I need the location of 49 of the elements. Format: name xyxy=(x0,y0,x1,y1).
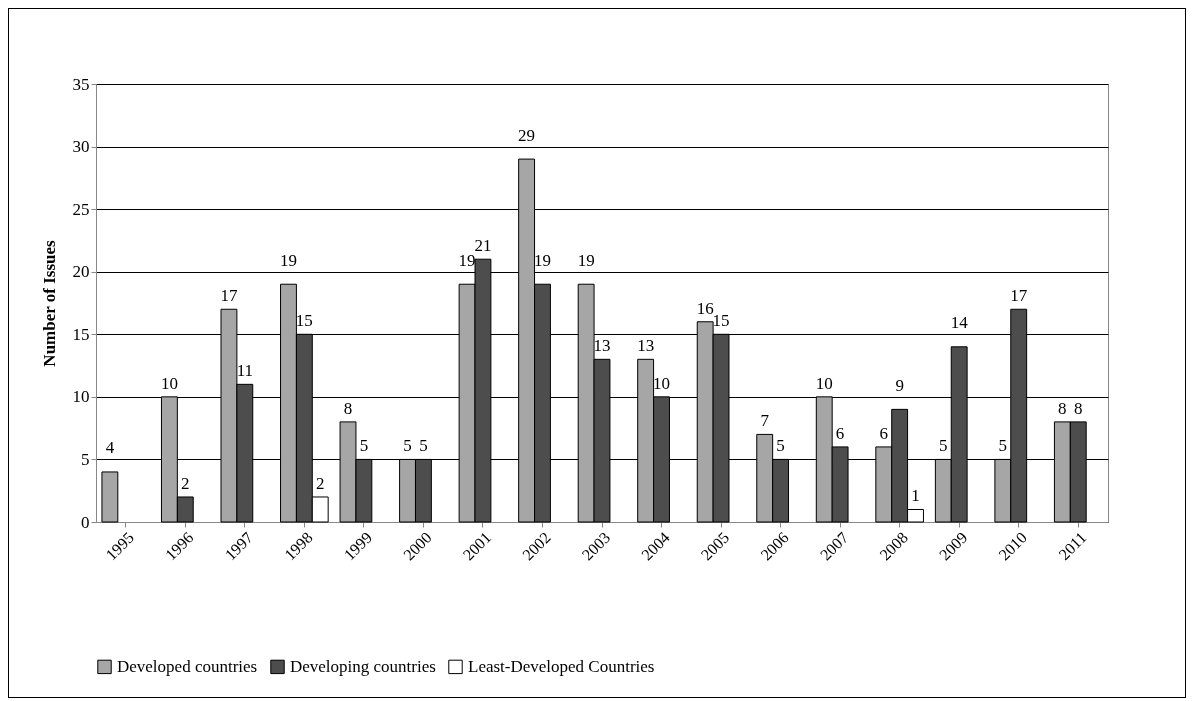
data-label: 2 xyxy=(315,473,325,493)
data-label: 8 xyxy=(1073,398,1083,418)
y-tick-label: 0 xyxy=(81,512,90,532)
data-label: 5 xyxy=(998,436,1008,456)
legend-label: Least-Developed Countries xyxy=(468,656,655,676)
data-label: 19 xyxy=(577,250,595,270)
y-tick-label: 35 xyxy=(72,74,90,94)
data-label: 7 xyxy=(760,411,770,431)
data-label: 11 xyxy=(236,361,254,381)
data-label: 10 xyxy=(160,373,178,393)
y-tick-label: 20 xyxy=(72,262,90,282)
data-label: 4 xyxy=(105,438,115,458)
data-label: 1 xyxy=(911,486,920,506)
data-label: 6 xyxy=(835,423,845,443)
data-label: 17 xyxy=(1010,286,1028,306)
y-tick-label: 30 xyxy=(72,137,90,157)
data-label: 13 xyxy=(593,336,611,356)
data-label: 6 xyxy=(879,423,889,443)
data-label: 21 xyxy=(474,236,492,256)
data-label: 9 xyxy=(895,375,904,395)
bar xyxy=(101,471,119,523)
data-label: 29 xyxy=(518,125,536,145)
data-label: 19 xyxy=(533,250,551,270)
y-tick-label: 15 xyxy=(72,324,90,344)
data-label: 10 xyxy=(653,373,671,393)
data-label: 8 xyxy=(1058,398,1067,418)
data-label: 2 xyxy=(181,473,190,493)
data-label: 5 xyxy=(403,436,412,456)
data-label: 14 xyxy=(950,313,969,333)
data-label: 5 xyxy=(776,436,785,456)
data-label: 19 xyxy=(279,250,297,270)
data-label: 15 xyxy=(295,311,313,331)
y-tick-label: 25 xyxy=(72,199,90,219)
data-label: 5 xyxy=(419,436,428,456)
data-label: 17 xyxy=(220,286,238,306)
y-tick-label: 5 xyxy=(81,449,90,469)
y-tick-label: 10 xyxy=(72,387,90,407)
legend-label: Developed countries xyxy=(117,656,258,676)
data-label: 19 xyxy=(458,250,476,270)
data-label: 8 xyxy=(343,398,353,418)
data-label: 10 xyxy=(815,373,833,393)
data-label: 5 xyxy=(359,436,369,456)
data-label: 15 xyxy=(712,311,730,331)
legend-label: Developing countries xyxy=(290,656,436,676)
data-label: 13 xyxy=(637,336,655,356)
y-axis-title: Number of Issues xyxy=(39,239,59,367)
x-tick-label: 1999 xyxy=(340,528,376,564)
data-label: 16 xyxy=(696,298,714,318)
data-label: 5 xyxy=(939,436,948,456)
